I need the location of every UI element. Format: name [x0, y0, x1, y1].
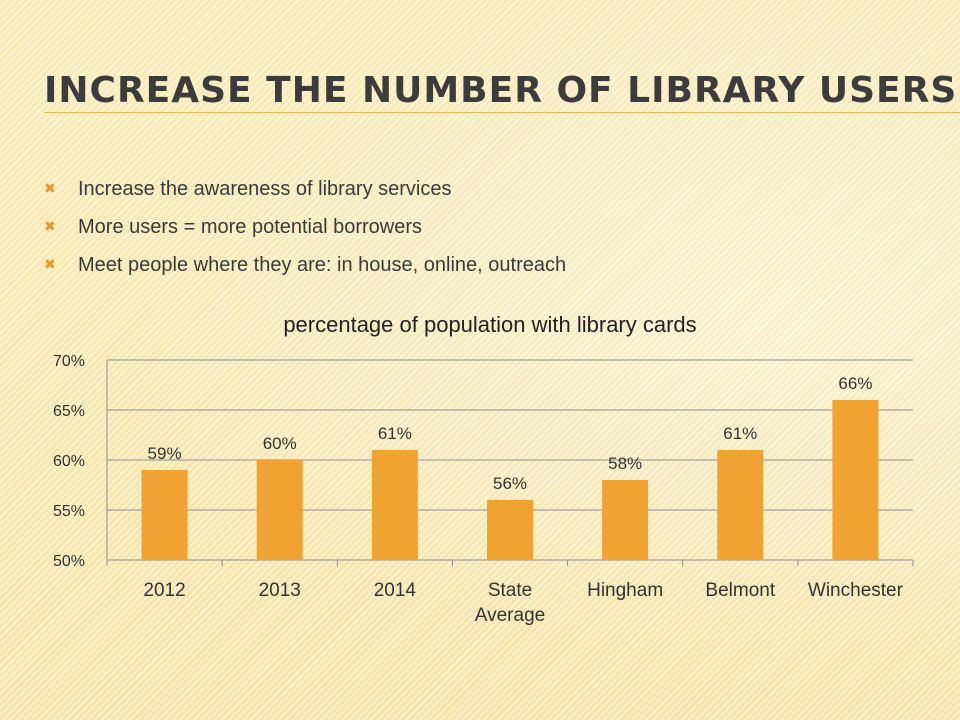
data-label: 60%	[263, 434, 297, 453]
bar	[717, 450, 764, 560]
bar	[141, 470, 188, 560]
bullet-text: Increase the awareness of library servic…	[78, 177, 452, 200]
data-label: 58%	[608, 454, 642, 473]
data-label: 66%	[838, 374, 872, 393]
x-tick-label-line: Belmont	[705, 580, 775, 601]
x-tick-label: Belmont	[705, 580, 775, 601]
data-label: 61%	[378, 424, 412, 443]
x-tick-label: Hingham	[587, 580, 663, 601]
x-tick-label-line: State	[488, 580, 532, 601]
chart-svg: percentage of population with library ca…	[53, 312, 914, 626]
bar	[487, 500, 533, 560]
chart-title: percentage of population with library ca…	[283, 312, 696, 337]
bullet-item: ✖ Increase the awareness of library serv…	[44, 170, 566, 208]
bullet-text: Meet people where they are: in house, on…	[78, 253, 567, 276]
x-tick-label-line: 2013	[259, 580, 301, 601]
bar	[832, 400, 879, 560]
data-label: 59%	[148, 444, 182, 463]
x-tick-label: 2012	[143, 580, 185, 601]
x-tick-label-line: Average	[475, 605, 545, 626]
x-mark-icon: ✖	[44, 181, 56, 197]
y-tick-label: 50%	[53, 553, 85, 570]
y-tick-label: 65%	[53, 403, 85, 420]
x-tick-label: 2014	[374, 580, 417, 601]
bullet-item: ✖ More users = more potential borrowers	[44, 208, 566, 246]
y-tick-label: 55%	[53, 503, 85, 520]
y-tick-label: 60%	[53, 453, 85, 470]
x-tick-label-line: 2014	[374, 580, 417, 601]
bar	[371, 450, 418, 560]
bullet-text: More users = more potential borrowers	[78, 215, 423, 238]
x-mark-icon: ✖	[44, 219, 56, 235]
x-tick-label-line: Hingham	[587, 580, 663, 601]
bullet-list: ✖ Increase the awareness of library serv…	[44, 170, 566, 284]
data-label: 56%	[493, 474, 527, 493]
x-tick-label-line: 2012	[143, 580, 185, 601]
y-tick-label: 70%	[53, 353, 85, 370]
slide-title: Increase the number of library users	[44, 70, 958, 111]
x-tick-label-line: Winchester	[808, 580, 904, 601]
bar	[602, 480, 649, 560]
x-tick-label: 2013	[259, 580, 301, 601]
x-tick-label: Winchester	[808, 580, 904, 601]
bullet-item: ✖ Meet people where they are: in house, …	[44, 246, 566, 284]
title-divider	[44, 112, 960, 113]
bar	[256, 460, 303, 560]
bar-chart: percentage of population with library ca…	[0, 300, 960, 640]
data-label: 61%	[723, 424, 757, 443]
x-tick-label: State Average	[475, 580, 545, 626]
x-mark-icon: ✖	[44, 257, 56, 273]
